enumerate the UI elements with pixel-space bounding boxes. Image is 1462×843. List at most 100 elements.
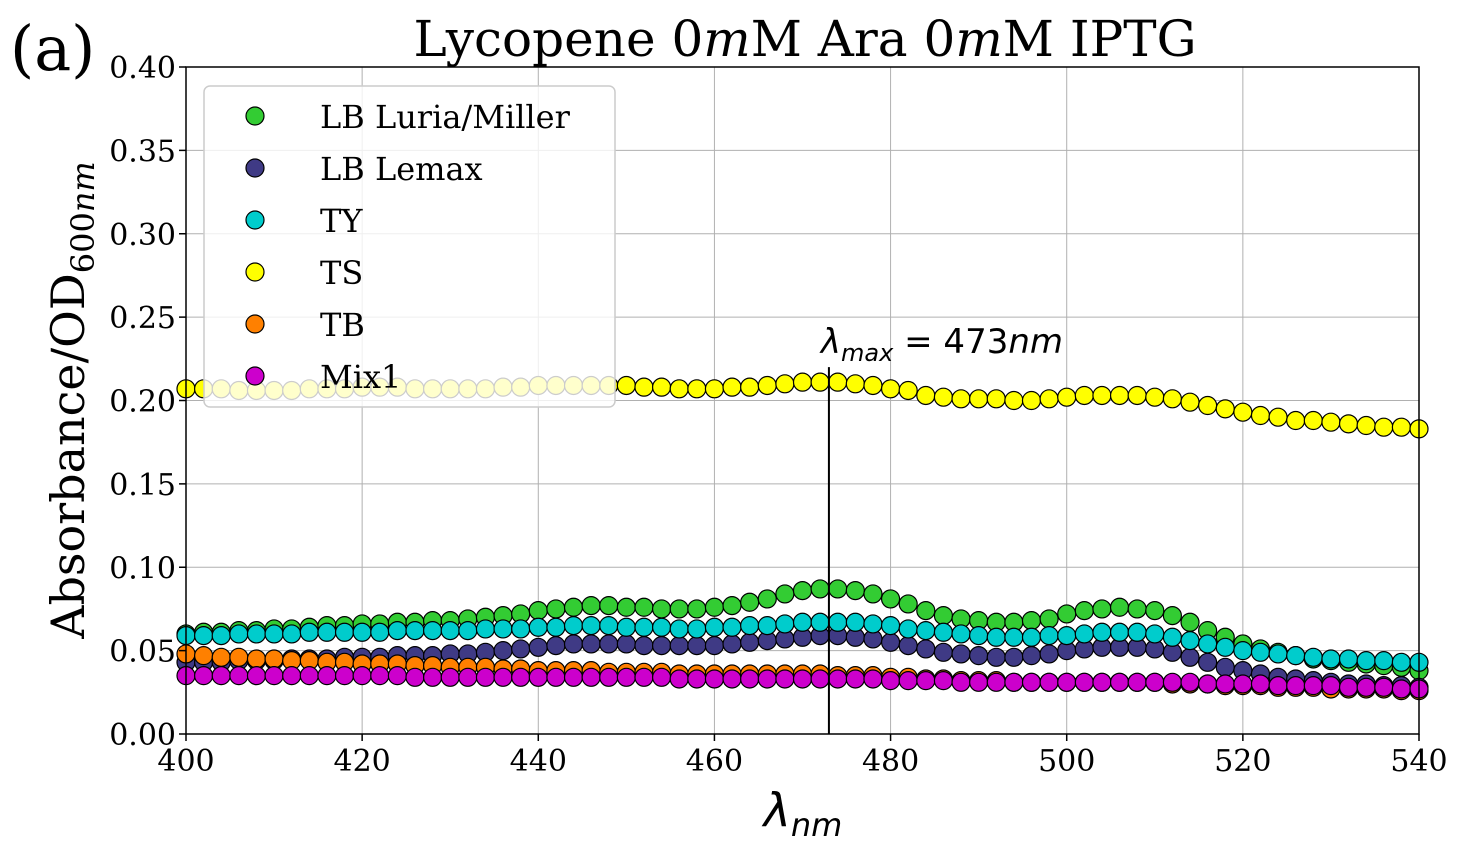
data-point bbox=[757, 616, 777, 636]
data-point bbox=[1374, 677, 1394, 697]
data-point bbox=[1250, 642, 1271, 662]
data-point bbox=[722, 596, 742, 616]
data-point bbox=[1021, 611, 1042, 631]
data-point bbox=[916, 671, 936, 691]
data-point bbox=[740, 592, 760, 612]
data-point bbox=[1145, 601, 1165, 621]
data-point bbox=[1198, 674, 1218, 694]
data-point bbox=[986, 647, 1006, 667]
data-point bbox=[1057, 672, 1077, 692]
data-point bbox=[740, 616, 760, 636]
data-point bbox=[528, 667, 548, 687]
data-point bbox=[1021, 672, 1042, 692]
legend: LB Luria/Miller LB Lemax TY TS TB Mix1 bbox=[203, 85, 616, 408]
data-point bbox=[792, 669, 813, 689]
data-point bbox=[616, 375, 636, 396]
data-point bbox=[1180, 672, 1200, 692]
data-point bbox=[528, 617, 548, 637]
data-point bbox=[634, 636, 654, 656]
data-point bbox=[528, 637, 548, 657]
x-tick-label: 400 bbox=[157, 744, 214, 779]
data-point bbox=[880, 379, 901, 399]
data-point bbox=[1233, 641, 1253, 661]
data-point bbox=[1268, 676, 1288, 696]
data-point bbox=[933, 671, 954, 691]
data-point bbox=[1303, 676, 1323, 696]
data-point bbox=[458, 621, 478, 641]
data-point bbox=[651, 377, 672, 397]
data-point bbox=[423, 667, 443, 687]
y-tick-label: 0.10 bbox=[109, 551, 176, 586]
legend-marker bbox=[245, 314, 265, 334]
y-tick-label: 0.25 bbox=[109, 301, 176, 336]
data-point bbox=[1215, 399, 1235, 419]
data-point bbox=[229, 666, 249, 686]
data-point bbox=[634, 377, 654, 397]
x-axis-label: λnm bbox=[761, 783, 843, 843]
data-point bbox=[722, 669, 742, 689]
data-point bbox=[1092, 599, 1112, 619]
data-point bbox=[1391, 652, 1411, 672]
data-point bbox=[1109, 672, 1130, 692]
data-point bbox=[229, 624, 249, 644]
data-point bbox=[616, 667, 636, 687]
data-point bbox=[669, 669, 689, 689]
data-point bbox=[1092, 622, 1112, 642]
y-tick-label: 0.40 bbox=[109, 51, 176, 86]
data-point bbox=[282, 666, 302, 686]
data-point bbox=[511, 639, 531, 659]
data-point bbox=[1057, 626, 1077, 646]
data-point bbox=[916, 639, 936, 659]
x-tick-label: 420 bbox=[334, 744, 391, 779]
lambda-max-label: λmax = 473nm bbox=[819, 322, 1063, 367]
x-tick-label: 460 bbox=[686, 744, 743, 779]
data-point bbox=[651, 617, 672, 637]
data-point bbox=[828, 669, 848, 689]
data-point bbox=[194, 646, 214, 666]
data-point bbox=[511, 619, 531, 639]
data-point bbox=[1233, 402, 1253, 422]
data-point bbox=[1250, 674, 1271, 694]
data-point bbox=[1039, 389, 1059, 409]
x-tick-label: 480 bbox=[862, 744, 919, 779]
data-point bbox=[1127, 599, 1147, 619]
data-point bbox=[1021, 390, 1042, 411]
data-point bbox=[599, 616, 619, 636]
data-point bbox=[740, 669, 760, 689]
legend-label: LB Lemax bbox=[320, 150, 483, 188]
x-tick-label: 500 bbox=[1038, 744, 1095, 779]
data-point bbox=[581, 596, 601, 616]
data-point bbox=[1004, 390, 1024, 411]
data-point bbox=[1092, 385, 1112, 406]
data-point bbox=[863, 584, 883, 604]
data-point bbox=[951, 389, 971, 409]
data-point bbox=[246, 666, 267, 686]
data-point bbox=[1286, 646, 1306, 666]
data-point bbox=[1127, 385, 1147, 406]
data-point bbox=[1356, 415, 1376, 436]
data-point bbox=[616, 634, 636, 654]
data-point bbox=[722, 377, 742, 397]
data-point bbox=[511, 667, 531, 687]
data-point bbox=[246, 624, 267, 644]
data-point bbox=[687, 379, 707, 399]
data-point bbox=[546, 617, 566, 637]
data-point bbox=[528, 601, 548, 621]
data-point bbox=[704, 379, 725, 399]
data-point bbox=[1109, 597, 1130, 617]
data-point bbox=[1004, 647, 1024, 667]
data-point bbox=[634, 667, 654, 687]
data-point bbox=[986, 389, 1006, 409]
data-point bbox=[1180, 631, 1200, 651]
data-point bbox=[810, 372, 830, 392]
data-point bbox=[1039, 644, 1059, 664]
data-point bbox=[1391, 417, 1411, 437]
data-point bbox=[969, 389, 989, 409]
data-point bbox=[810, 579, 830, 599]
data-point bbox=[898, 594, 918, 614]
data-point bbox=[1162, 606, 1183, 626]
data-point bbox=[581, 616, 601, 636]
data-point bbox=[563, 616, 584, 636]
data-point bbox=[264, 649, 284, 669]
data-point bbox=[246, 649, 267, 669]
